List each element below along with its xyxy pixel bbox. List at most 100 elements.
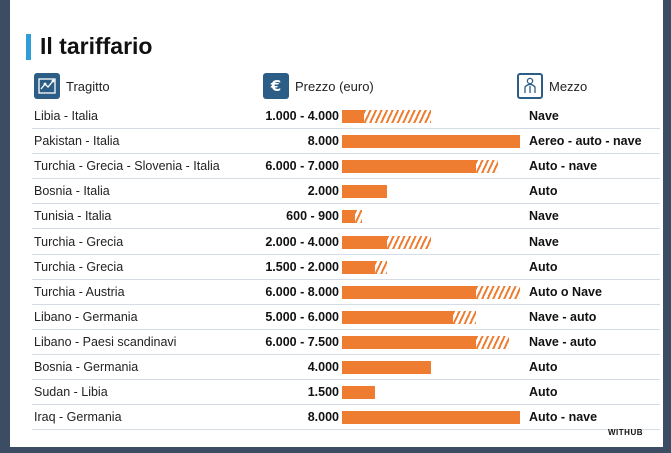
price-label: 4.000 (307, 360, 339, 374)
price-label: 1.500 (307, 385, 339, 400)
person-icon (517, 73, 543, 99)
price-label: 600 - 900 (286, 209, 339, 224)
table-row: Bosnia - Germania 4.000 Auto (32, 355, 660, 380)
svg-text:€: € (270, 77, 281, 95)
price-bar-range (475, 160, 498, 174)
price-bar-min (342, 235, 387, 249)
table-row: Turchia - Grecia 2.000 - 4.000 Nave (32, 230, 660, 255)
price-bar-range (475, 335, 509, 349)
route-label: Iraq - Germania (34, 410, 122, 425)
header-route: Tragitto (34, 73, 110, 99)
source-credit: WITHUB (608, 428, 643, 437)
table-row: Libano - Paesi scandinavi 6.000 - 7.500 Na… (32, 330, 660, 355)
transport-mode: Auto (529, 259, 558, 274)
chart-card: Il tariffario Tragitto € Prezzo (euro) (10, 0, 663, 447)
price-bar (342, 160, 522, 174)
route-label: Libano - Paesi scandinavi (34, 334, 177, 349)
transport-mode: Aereo - auto - nave (529, 134, 642, 149)
transport-mode: Nave (529, 209, 559, 224)
price-bar-min (342, 411, 520, 425)
price-bar-range (475, 285, 520, 299)
route-label: Turchia - Grecia - Slovenia - Italia (34, 159, 220, 174)
transport-mode: Auto - nave (529, 159, 598, 174)
table-row: Pakistan - Italia 8.000 Aereo - auto - nav… (32, 129, 660, 155)
price-bar-min (342, 335, 476, 349)
price-bar-min (342, 260, 376, 274)
price-bar (342, 235, 522, 249)
table-row: Sudan - Libia 1.500 Auto (32, 380, 660, 406)
price-label: 2.000 - 4.000 (265, 234, 339, 249)
background-strip-bottom (0, 447, 671, 453)
price-bar-min (342, 361, 431, 374)
title-accent-bar (26, 34, 31, 60)
price-bar (342, 260, 522, 274)
price-bar (342, 135, 522, 149)
route-label: Turchia - Austria (34, 284, 125, 299)
price-bar-range (386, 235, 431, 249)
price-bar (342, 361, 522, 374)
price-bar-range (453, 310, 476, 324)
price-label: 2.000 (307, 184, 339, 199)
price-bar-range (375, 260, 387, 274)
table-row: Iraq - Germania 8.000 Auto - nave (32, 405, 660, 431)
price-bar (342, 335, 522, 349)
price-bar-min (342, 160, 476, 174)
price-label: 1.500 - 2.000 (265, 259, 339, 274)
table-row: Libia - Italia 1.000 - 4.000 Nave (32, 104, 660, 129)
price-bar-min (342, 185, 387, 199)
transport-mode: Nave (529, 109, 559, 123)
price-label: 6.000 - 8.000 (265, 284, 339, 299)
price-bar-min (342, 386, 376, 400)
price-bar-range (355, 210, 363, 224)
route-label: Pakistan - Italia (34, 134, 120, 149)
price-label: 8.000 (307, 410, 339, 425)
table-row: Turchia - Grecia 1.500 - 2.000 Auto (32, 255, 660, 280)
price-bar (342, 310, 522, 324)
price-label: 5.000 - 6.000 (265, 309, 339, 324)
price-label: 8.000 (307, 134, 339, 149)
background-strip-right (663, 0, 671, 453)
price-bar (342, 285, 522, 299)
route-label: Bosnia - Italia (34, 184, 110, 199)
transport-mode: Auto o Nave (529, 284, 602, 299)
chart-title: Il tariffario (40, 33, 153, 59)
route-label: Turchia - Grecia (34, 234, 124, 249)
transport-mode: Auto (529, 360, 558, 374)
transport-mode: Nave - auto (529, 334, 597, 349)
table-row: Libano - Germania 5.000 - 6.000 Nave - aut… (32, 305, 660, 330)
transport-mode: Auto (529, 385, 558, 400)
price-label: 6.000 - 7.500 (265, 334, 339, 349)
header-route-label: Tragitto (66, 78, 110, 94)
route-label: Libano - Germania (34, 309, 138, 324)
route-label: Libia - Italia (34, 109, 98, 123)
transport-mode: Auto (529, 184, 558, 199)
price-label: 6.000 - 7.000 (265, 159, 339, 174)
table-row: Tunisia - Italia 600 - 900 Nave (32, 204, 660, 230)
table-row: Bosnia - Italia 2.000 Auto (32, 179, 660, 205)
euro-icon: € (263, 73, 289, 99)
table-row: Turchia - Grecia - Slovenia - Italia 6.00… (32, 154, 660, 180)
header-price: € Prezzo (euro) (263, 73, 374, 99)
background-strip-left (0, 0, 10, 453)
price-bar-range (364, 110, 431, 123)
price-bar (342, 411, 522, 425)
price-label: 1.000 - 4.000 (265, 109, 339, 123)
route-label: Bosnia - Germania (34, 360, 139, 374)
price-bar-min (342, 135, 520, 149)
price-bar (342, 386, 522, 400)
route-label: Sudan - Libia (34, 385, 108, 400)
route-label: Tunisia - Italia (34, 209, 112, 224)
header-price-label: Prezzo (euro) (295, 78, 374, 94)
transport-mode: Auto - nave (529, 410, 598, 425)
price-bar-min (342, 285, 476, 299)
price-bar (342, 210, 522, 224)
route-label: Turchia - Grecia (34, 259, 124, 274)
price-bar (342, 185, 522, 199)
table-row: Turchia - Austria 6.000 - 8.000 Auto o Nav… (32, 280, 660, 305)
price-bar-min (342, 210, 356, 224)
map-icon (34, 73, 60, 99)
transport-mode: Nave - auto (529, 309, 597, 324)
header-mode: Mezzo (517, 73, 587, 99)
price-bar-min (342, 310, 454, 324)
